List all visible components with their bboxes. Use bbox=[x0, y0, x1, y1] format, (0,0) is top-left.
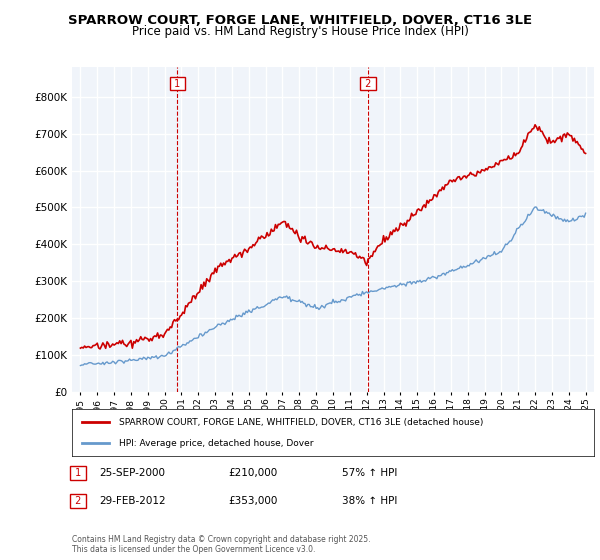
Text: SPARROW COURT, FORGE LANE, WHITFIELD, DOVER, CT16 3LE (detached house): SPARROW COURT, FORGE LANE, WHITFIELD, DO… bbox=[119, 418, 484, 427]
Text: 25-SEP-2000: 25-SEP-2000 bbox=[99, 468, 165, 478]
Text: £353,000: £353,000 bbox=[228, 496, 277, 506]
Text: 2: 2 bbox=[72, 496, 85, 506]
Text: Contains HM Land Registry data © Crown copyright and database right 2025.
This d: Contains HM Land Registry data © Crown c… bbox=[72, 535, 371, 554]
Text: 1: 1 bbox=[72, 468, 85, 478]
Text: 38% ↑ HPI: 38% ↑ HPI bbox=[342, 496, 397, 506]
Text: HPI: Average price, detached house, Dover: HPI: Average price, detached house, Dove… bbox=[119, 438, 313, 447]
Text: 29-FEB-2012: 29-FEB-2012 bbox=[99, 496, 166, 506]
Text: 57% ↑ HPI: 57% ↑ HPI bbox=[342, 468, 397, 478]
Text: 1: 1 bbox=[171, 78, 184, 88]
Text: £210,000: £210,000 bbox=[228, 468, 277, 478]
Text: Price paid vs. HM Land Registry's House Price Index (HPI): Price paid vs. HM Land Registry's House … bbox=[131, 25, 469, 38]
Text: SPARROW COURT, FORGE LANE, WHITFIELD, DOVER, CT16 3LE: SPARROW COURT, FORGE LANE, WHITFIELD, DO… bbox=[68, 14, 532, 27]
Text: 2: 2 bbox=[362, 78, 374, 88]
